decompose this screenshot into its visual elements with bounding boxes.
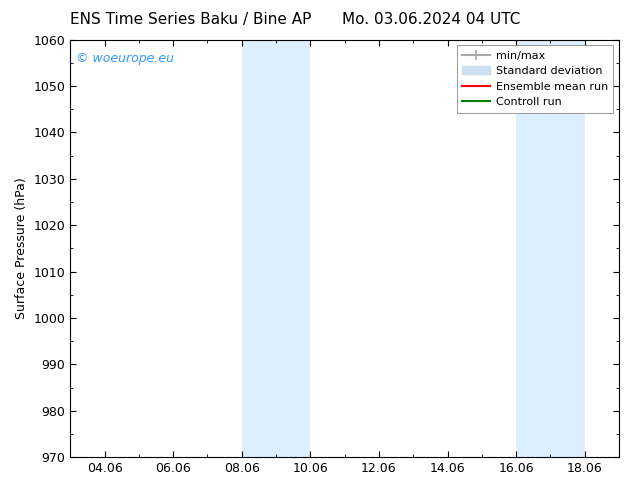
Text: ENS Time Series Baku / Bine AP: ENS Time Series Baku / Bine AP: [70, 12, 311, 27]
Y-axis label: Surface Pressure (hPa): Surface Pressure (hPa): [15, 177, 28, 319]
Text: © woeurope.eu: © woeurope.eu: [76, 52, 174, 65]
Text: Mo. 03.06.2024 04 UTC: Mo. 03.06.2024 04 UTC: [342, 12, 521, 27]
Bar: [242, 40, 311, 457]
Bar: [516, 40, 585, 457]
Legend: min/max, Standard deviation, Ensemble mean run, Controll run: min/max, Standard deviation, Ensemble me…: [456, 45, 614, 113]
